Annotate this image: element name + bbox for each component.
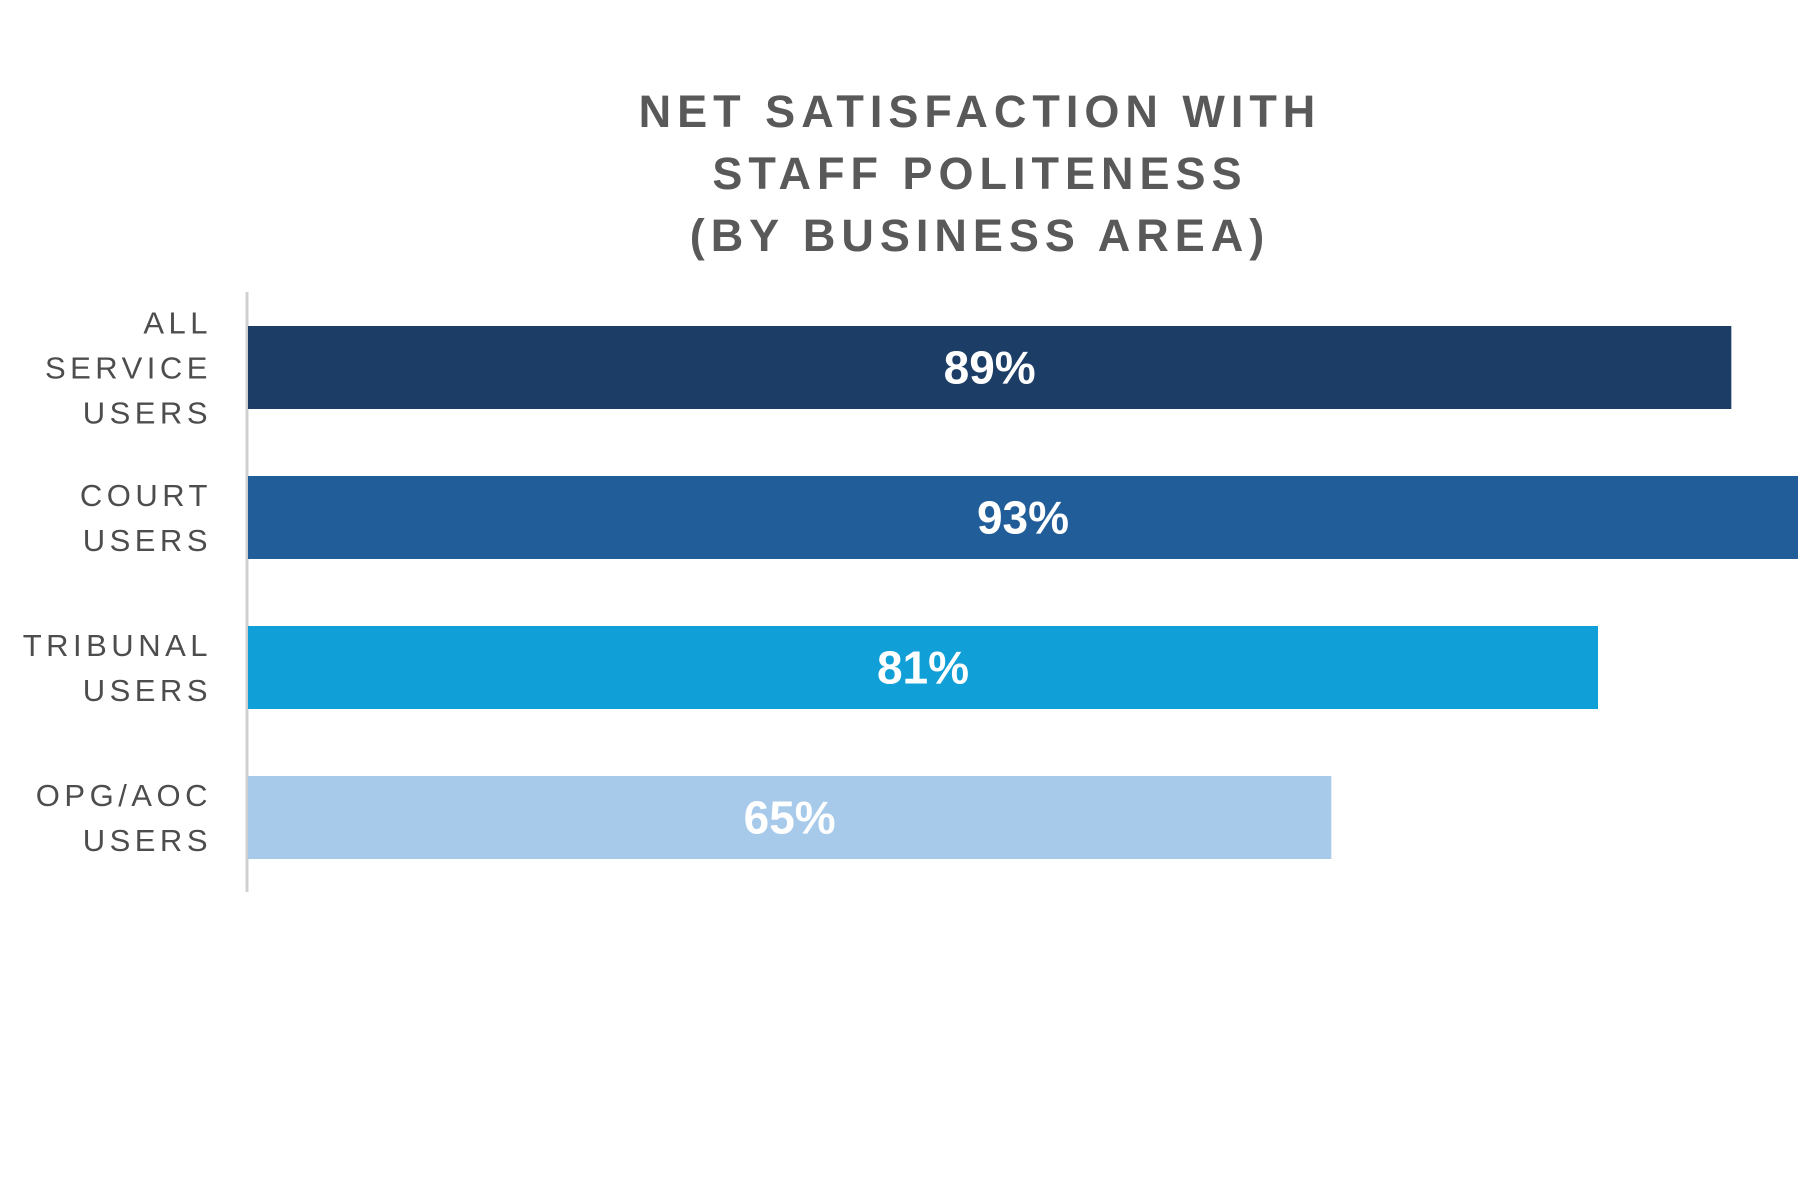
chart-title-line: STAFF POLITENESS [712, 148, 1247, 199]
chart-title-line: (BY BUSINESS AREA) [690, 210, 1271, 261]
category-labels: ALL SERVICE USERS COURT USERS TRIBUNAL USERS OP… [23, 306, 212, 859]
bar [248, 476, 1798, 559]
category-label: ALL [143, 306, 212, 341]
category-label: SERVICE [45, 351, 212, 386]
chart-title: NET SATISFACTION WITH STAFF POLITENESS (BY… [639, 86, 1322, 261]
category-label: TRIBUNAL [23, 628, 212, 663]
bars: 89% 93% 81% 65% [248, 326, 1798, 859]
category-label: OPG/AOC [36, 778, 212, 813]
bar-value-label: 89% [944, 342, 1036, 394]
category-label: USERS [83, 523, 212, 558]
category-label: COURT [80, 478, 212, 513]
bar [248, 326, 1732, 409]
category-label: USERS [83, 396, 212, 431]
bar-value-label: 81% [877, 642, 969, 694]
bar-value-label: 65% [744, 792, 836, 844]
category-label: USERS [83, 673, 212, 708]
chart-title-line: NET SATISFACTION WITH [639, 86, 1322, 137]
bar-value-label: 93% [977, 492, 1069, 544]
bar [248, 776, 1332, 859]
bar [248, 626, 1598, 709]
category-label: USERS [83, 823, 212, 858]
